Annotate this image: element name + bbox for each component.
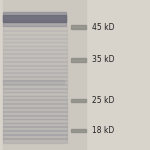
Bar [3, 61, 67, 66]
Bar [3, 12, 66, 18]
Bar [3, 69, 67, 73]
Text: 25 kD: 25 kD [92, 96, 114, 105]
Bar [3, 126, 67, 131]
Bar [3, 92, 67, 96]
Bar [3, 53, 67, 58]
Bar [3, 88, 67, 92]
Bar [3, 111, 67, 116]
Bar [3, 80, 64, 84]
Bar [3, 30, 67, 35]
Bar [3, 38, 67, 42]
Bar [3, 76, 67, 81]
Bar [3, 107, 67, 112]
Bar [3, 130, 67, 135]
Bar [3, 103, 67, 108]
Bar [3, 19, 66, 26]
Bar [3, 96, 67, 100]
Text: 18 kD: 18 kD [92, 126, 114, 135]
Bar [70, 129, 86, 132]
Bar [3, 99, 67, 104]
Text: 45 kD: 45 kD [92, 22, 114, 32]
Bar [3, 57, 67, 62]
Bar [3, 26, 67, 31]
Bar [3, 123, 67, 127]
Bar [3, 49, 67, 54]
Bar [3, 134, 67, 139]
Bar [3, 42, 67, 46]
Bar [3, 45, 67, 50]
Bar [3, 15, 66, 22]
Bar [70, 25, 86, 29]
Bar [3, 115, 67, 119]
Bar [3, 34, 67, 39]
Text: 35 kD: 35 kD [92, 56, 114, 64]
Bar [3, 65, 67, 69]
Bar [3, 119, 67, 123]
Bar [3, 72, 67, 77]
Bar [3, 138, 67, 142]
Bar [70, 99, 86, 102]
Bar [3, 84, 67, 89]
Bar [3, 0, 85, 150]
Bar [70, 58, 86, 62]
Bar [3, 80, 67, 85]
